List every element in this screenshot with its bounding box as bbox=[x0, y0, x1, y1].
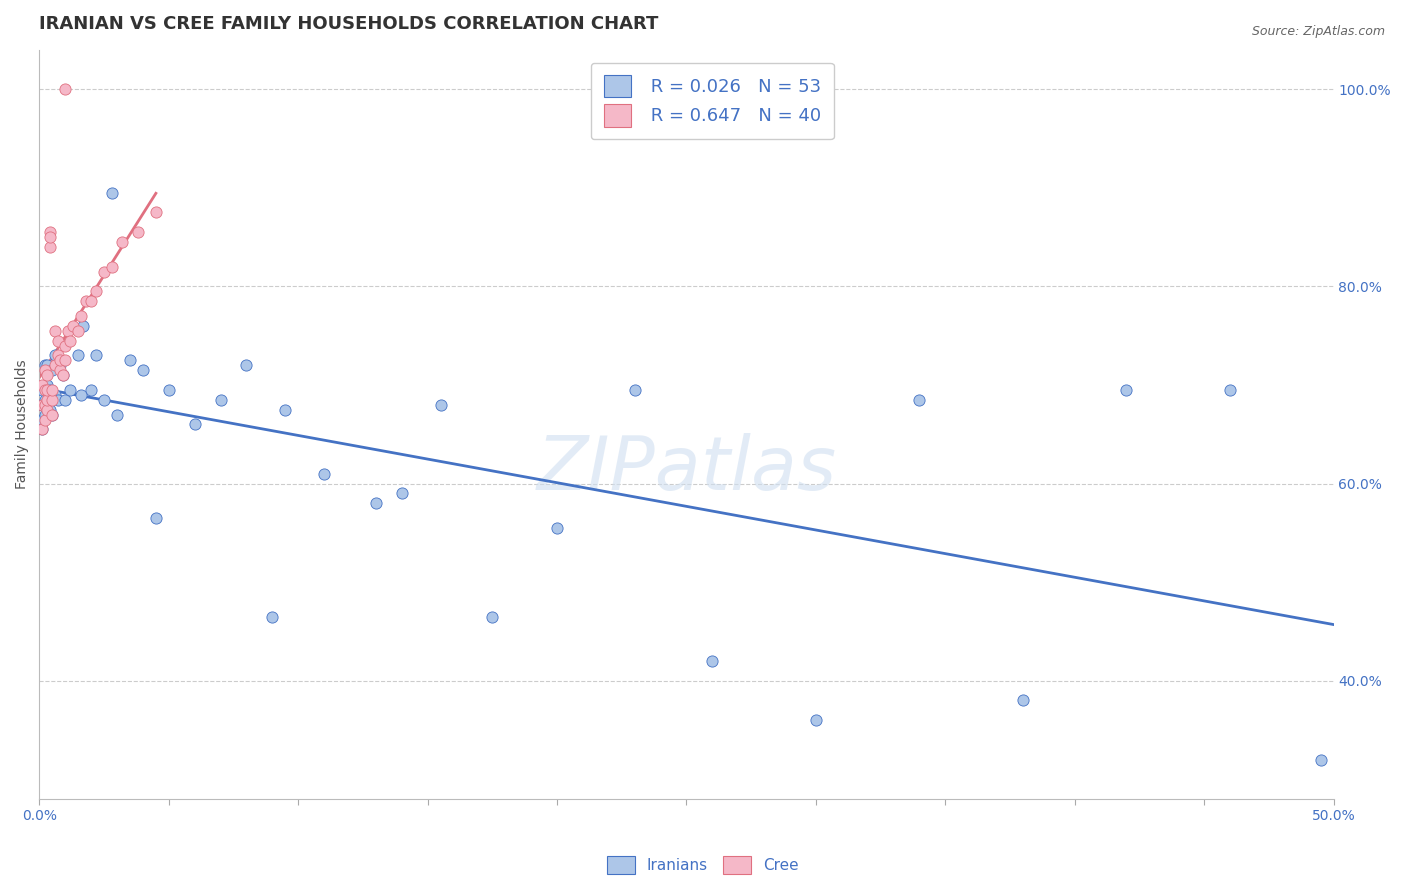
Iranians bbox=[72, 318, 94, 333]
Text: Source: ZipAtlas.com: Source: ZipAtlas.com bbox=[1251, 25, 1385, 38]
Cree bbox=[49, 353, 72, 368]
Iranians bbox=[183, 417, 205, 432]
Cree bbox=[41, 392, 63, 407]
Cree bbox=[37, 402, 59, 417]
Cree bbox=[41, 408, 63, 422]
Cree bbox=[44, 324, 66, 338]
Cree bbox=[93, 265, 115, 279]
Iranians bbox=[31, 383, 53, 397]
Iranians bbox=[31, 412, 53, 426]
Cree bbox=[80, 294, 103, 309]
Cree bbox=[69, 309, 91, 323]
Iranians bbox=[34, 408, 56, 422]
Iranians bbox=[31, 398, 53, 412]
Legend:  R = 0.026   N = 53,  R = 0.647   N = 40: R = 0.026 N = 53, R = 0.647 N = 40 bbox=[591, 62, 834, 139]
Iranians bbox=[80, 383, 103, 397]
Cree bbox=[34, 363, 56, 377]
Cree bbox=[31, 422, 53, 436]
Cree bbox=[101, 260, 124, 274]
Cree bbox=[31, 378, 53, 392]
Iranians bbox=[101, 186, 124, 200]
Iranians bbox=[702, 654, 724, 668]
Cree bbox=[62, 318, 84, 333]
Iranians bbox=[274, 402, 297, 417]
Iranians bbox=[118, 353, 141, 368]
Iranians bbox=[235, 359, 257, 373]
Iranians bbox=[44, 348, 66, 362]
Cree bbox=[56, 324, 79, 338]
Cree bbox=[53, 353, 76, 368]
Cree bbox=[44, 359, 66, 373]
Cree bbox=[34, 412, 56, 426]
Cree bbox=[75, 294, 97, 309]
Iranians bbox=[804, 713, 827, 727]
Cree bbox=[38, 225, 60, 239]
Iranians bbox=[86, 348, 108, 362]
Iranians bbox=[145, 511, 167, 525]
Iranians bbox=[69, 388, 91, 402]
Iranians bbox=[53, 392, 76, 407]
Text: ZIPatlas: ZIPatlas bbox=[537, 434, 837, 506]
Iranians bbox=[209, 392, 232, 407]
Iranians bbox=[623, 383, 645, 397]
Iranians bbox=[1115, 383, 1137, 397]
Iranians bbox=[49, 359, 72, 373]
Iranians bbox=[908, 392, 931, 407]
Cree bbox=[145, 205, 167, 219]
Text: IRANIAN VS CREE FAMILY HOUSEHOLDS CORRELATION CHART: IRANIAN VS CREE FAMILY HOUSEHOLDS CORREL… bbox=[39, 15, 659, 33]
Cree bbox=[41, 383, 63, 397]
Cree bbox=[34, 398, 56, 412]
Iranians bbox=[37, 378, 59, 392]
Iranians bbox=[44, 388, 66, 402]
Cree bbox=[37, 368, 59, 383]
Iranians bbox=[38, 383, 60, 397]
Iranians bbox=[37, 398, 59, 412]
Iranians bbox=[46, 392, 69, 407]
Legend: Iranians, Cree: Iranians, Cree bbox=[602, 850, 804, 880]
Iranians bbox=[31, 422, 53, 436]
Cree bbox=[46, 348, 69, 362]
Iranians bbox=[1219, 383, 1241, 397]
Cree bbox=[38, 230, 60, 244]
Iranians bbox=[157, 383, 180, 397]
Cree bbox=[59, 334, 82, 348]
Iranians bbox=[391, 486, 413, 500]
Iranians bbox=[41, 363, 63, 377]
Cree bbox=[86, 285, 108, 299]
Iranians bbox=[314, 467, 336, 481]
Iranians bbox=[429, 398, 451, 412]
Y-axis label: Family Households: Family Households bbox=[15, 359, 30, 489]
Iranians bbox=[481, 609, 503, 624]
Cree bbox=[53, 82, 76, 96]
Iranians bbox=[34, 392, 56, 407]
Iranians bbox=[262, 609, 284, 624]
Iranians bbox=[1309, 753, 1331, 767]
Cree bbox=[127, 225, 149, 239]
Iranians bbox=[132, 363, 155, 377]
Iranians bbox=[37, 359, 59, 373]
Cree bbox=[53, 338, 76, 352]
Cree bbox=[67, 324, 90, 338]
Cree bbox=[49, 363, 72, 377]
Cree bbox=[34, 383, 56, 397]
Iranians bbox=[93, 392, 115, 407]
Iranians bbox=[364, 496, 387, 510]
Iranians bbox=[38, 402, 60, 417]
Iranians bbox=[546, 521, 568, 535]
Cree bbox=[31, 398, 53, 412]
Iranians bbox=[52, 368, 75, 383]
Cree bbox=[38, 240, 60, 254]
Cree bbox=[37, 392, 59, 407]
Iranians bbox=[59, 383, 82, 397]
Cree bbox=[37, 383, 59, 397]
Iranians bbox=[41, 408, 63, 422]
Iranians bbox=[34, 359, 56, 373]
Cree bbox=[52, 368, 75, 383]
Cree bbox=[111, 235, 134, 249]
Cree bbox=[46, 334, 69, 348]
Iranians bbox=[67, 348, 90, 362]
Iranians bbox=[1012, 693, 1035, 707]
Iranians bbox=[105, 408, 128, 422]
Iranians bbox=[34, 398, 56, 412]
